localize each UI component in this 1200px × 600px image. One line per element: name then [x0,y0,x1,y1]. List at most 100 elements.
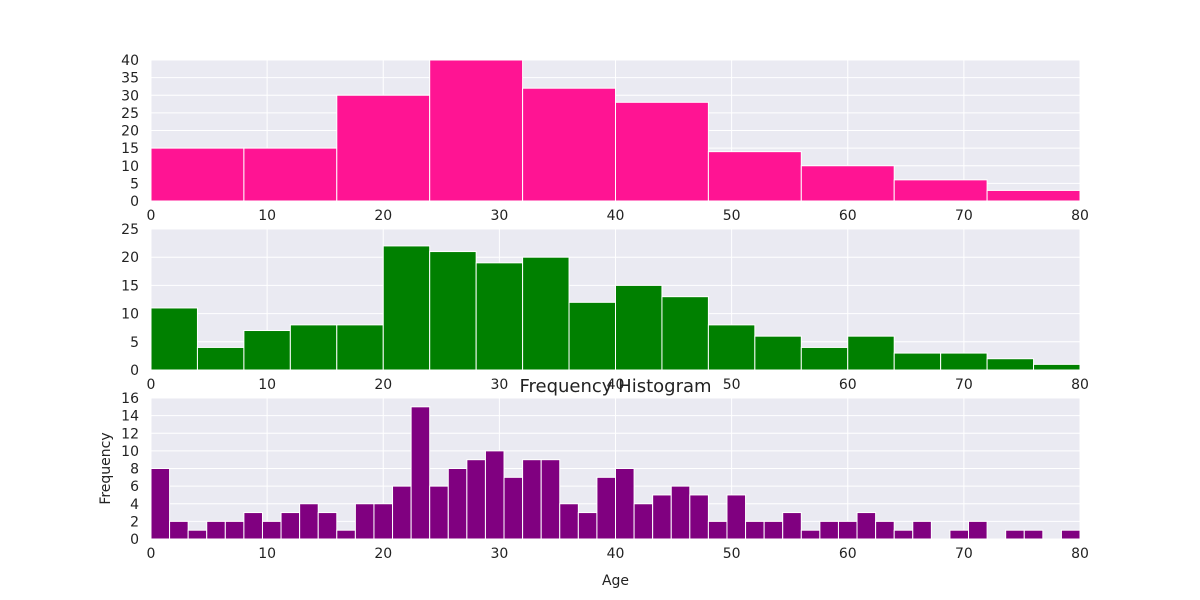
histogram-bar [782,512,802,540]
histogram-bar [596,476,616,540]
histogram-bar [150,147,245,202]
x-tick-label: 40 [607,208,625,224]
histogram-bar [429,251,477,371]
histogram-bar [1033,363,1081,371]
y-tick-label: 0 [130,532,139,548]
x-tick-label: 30 [490,377,508,393]
histogram-bar [299,503,319,540]
histogram-panel-2: 0 10 20 30 40 50 60 70 80 0 5 10 15 20 25 [121,222,1089,393]
x-tick-label: 70 [955,546,973,562]
y-tick-label: 12 [121,426,139,442]
histogram-bar [243,147,338,202]
histogram-bar [633,503,654,540]
y-tick-label: 10 [121,444,139,460]
histogram-bar [800,529,821,540]
x-tick-label: 50 [723,546,741,562]
y-tick-label: 10 [121,307,139,323]
y-tick-label: 5 [130,176,139,192]
histogram-bar [522,459,542,540]
x-tick-label: 40 [607,377,625,393]
histogram-bar [336,94,431,202]
x-tick-label: 20 [374,546,392,562]
histogram-bar [707,520,728,540]
x-tick-label: 80 [1071,377,1089,393]
x-tick-label: 80 [1071,208,1089,224]
histogram-bar [317,512,338,540]
histogram-bar [196,346,245,371]
histogram-bar [410,406,431,540]
y-tick-label: 40 [121,53,139,69]
y-tick-label: 35 [121,71,139,87]
histogram-bar [559,503,579,540]
y-tick-label: 10 [121,159,139,175]
histogram-bar [336,529,356,540]
x-tick-label: 40 [607,546,625,562]
x-tick-label: 0 [147,546,156,562]
histogram-bar [568,301,616,371]
histogram-bar [243,512,263,540]
histogram-bar [652,494,672,540]
histogram-bar [150,307,198,371]
histogram-bar [289,324,338,371]
y-tick-label: 14 [121,409,139,425]
histogram-bar [169,520,189,540]
histogram-bar [354,503,375,540]
histogram-bar [968,520,988,540]
histogram-bar [475,262,524,371]
y-tick-label: 4 [130,497,139,513]
y-tick-label: 20 [121,250,139,266]
x-tick-label: 30 [490,208,508,224]
y-axis-label: Frequency [98,432,114,504]
histogram-bar [522,87,616,202]
histogram-bar [819,520,839,540]
x-tick-label: 0 [147,377,156,393]
histogram-bar [522,256,570,371]
x-tick-label: 10 [258,208,276,224]
histogram-bar [206,520,226,540]
histogram-bar [940,352,988,371]
histogram-bar [336,324,384,371]
y-tick-label: 25 [121,222,139,238]
y-tick-label: 15 [121,278,139,294]
histogram-bar [150,468,171,540]
histogram-bar [1005,529,1025,540]
histogram-bar [484,450,505,540]
histogram-bar [261,520,282,540]
histogram-bar [893,179,988,202]
histogram-bar [615,468,635,540]
histogram-bar [763,520,784,540]
x-tick-label: 60 [839,546,857,562]
y-tick-label: 2 [130,514,139,530]
histogram-bar [670,485,691,540]
x-tick-label: 80 [1071,546,1089,562]
histogram-bar [615,284,663,371]
x-tick-label: 20 [374,208,392,224]
histogram-bar [707,151,802,202]
histogram-bar [503,476,524,540]
y-tick-label: 15 [121,141,139,157]
x-tick-label: 70 [955,377,973,393]
x-tick-label: 60 [839,377,857,393]
histogram-bar [986,358,1035,371]
histogram-bar [893,352,942,371]
histogram-bar [800,346,849,371]
y-tick-label: 20 [121,124,139,140]
histogram-bar [800,165,895,202]
histogram-bar [745,520,765,540]
histogram-bar [280,512,301,540]
histogram-bar [754,335,802,371]
y-tick-label: 25 [121,106,139,122]
y-tick-label: 16 [121,391,139,407]
histogram-bar [447,468,468,540]
histogram-bar [661,296,709,371]
y-tick-label: 8 [130,462,139,478]
y-tick-label: 6 [130,479,139,495]
histogram-bar [893,529,914,540]
histogram-bar [382,245,431,371]
histogram-bar [847,335,895,371]
histogram-bar [224,520,245,540]
chart-title: Frequency Histogram [519,376,711,397]
x-tick-label: 70 [955,208,973,224]
x-tick-label: 10 [258,546,276,562]
